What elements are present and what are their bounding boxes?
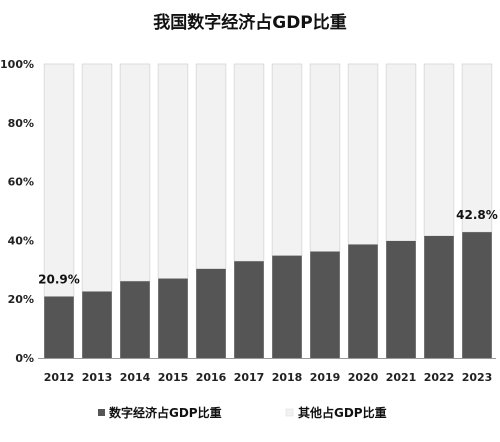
legend-label-other: 其他占GDP比重 <box>298 405 387 420</box>
y-tick-label: 0% <box>15 352 34 365</box>
bar-digital-2012 <box>44 296 74 358</box>
bar-other-2020 <box>347 63 379 245</box>
bar-digital-2020 <box>348 244 378 358</box>
bar-other-2013 <box>81 63 113 292</box>
chart-title: 我国数字经济占GDP比重 <box>153 13 347 33</box>
y-axis: 0% 20% 40% 60% 80% 100% <box>0 58 34 365</box>
y-tick-label: 80% <box>8 117 34 130</box>
bar-other-2012 <box>43 63 75 297</box>
bar-other-2023 <box>461 63 493 233</box>
data-labels: 20.9% 42.8% <box>38 208 498 286</box>
y-tick-label: 20% <box>8 293 34 306</box>
legend: 数字经济占GDP比重 其他占GDP比重 <box>98 405 387 420</box>
data-label: 42.8% <box>456 208 498 222</box>
bar-digital-2015 <box>158 278 188 358</box>
y-tick-label: 100% <box>0 58 34 71</box>
data-label: 20.9% <box>38 273 80 287</box>
x-tick-label: 2023 <box>462 371 493 384</box>
bar-other-2019 <box>309 63 341 252</box>
y-tick-label: 40% <box>8 234 34 247</box>
legend-swatch-digital <box>98 409 105 416</box>
x-tick-label: 2016 <box>196 371 227 384</box>
bar-digital-2019 <box>310 251 340 358</box>
x-tick-label: 2018 <box>272 371 303 384</box>
x-tick-label: 2021 <box>386 371 417 384</box>
bar-digital-2022 <box>424 235 454 358</box>
x-tick-label: 2013 <box>82 371 113 384</box>
bar-other-2014 <box>119 63 151 282</box>
bar-digital-2018 <box>272 255 302 358</box>
bar-digital-2014 <box>120 281 150 358</box>
bar-other-2021 <box>385 63 417 242</box>
x-tick-label: 2020 <box>348 371 379 384</box>
bar-digital-2021 <box>386 240 416 358</box>
bar-digital-2016 <box>196 268 226 358</box>
bar-other-2016 <box>195 63 227 270</box>
bar-digital-2017 <box>234 261 264 358</box>
bars <box>43 63 493 358</box>
bar-digital-2023 <box>462 232 492 358</box>
x-tick-label: 2014 <box>120 371 151 384</box>
x-tick-label: 2022 <box>424 371 455 384</box>
bar-other-2022 <box>423 63 455 237</box>
y-tick-label: 60% <box>8 176 34 189</box>
x-axis: 2012 2013 2014 2015 2016 2017 2018 2019 2020 2021… <box>38 358 496 384</box>
x-tick-label: 2015 <box>158 371 189 384</box>
x-tick-label: 2017 <box>234 371 265 384</box>
legend-label-digital: 数字经济占GDP比重 <box>109 405 222 420</box>
bar-other-2015 <box>157 63 189 280</box>
x-tick-label: 2019 <box>310 371 341 384</box>
x-tick-label: 2012 <box>44 371 75 384</box>
legend-swatch-other <box>285 408 294 417</box>
bar-other-2018 <box>271 63 303 257</box>
bar-other-2017 <box>233 63 265 262</box>
bar-digital-2013 <box>82 291 112 358</box>
